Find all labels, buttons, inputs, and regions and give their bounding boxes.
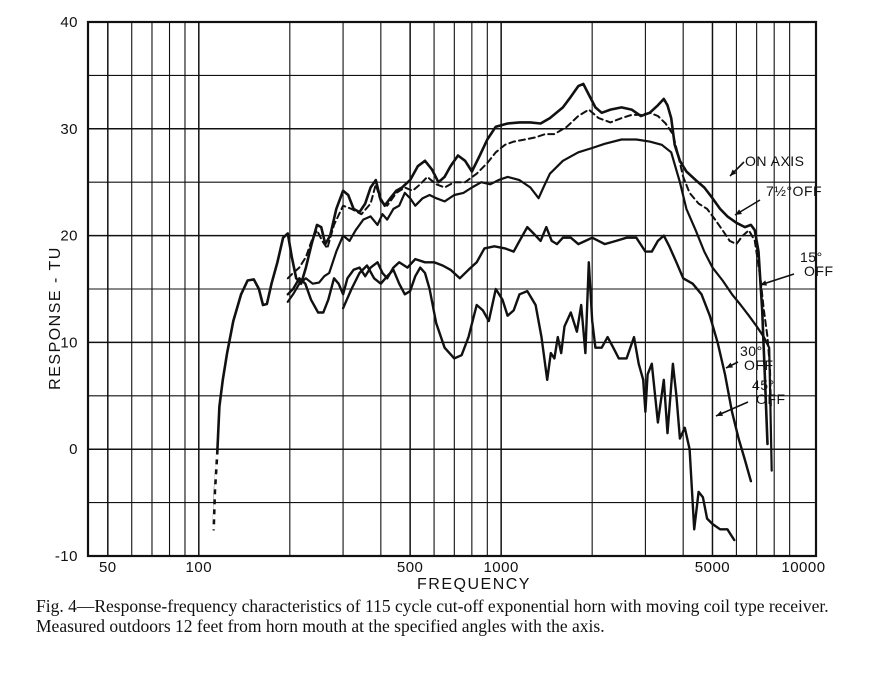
annotation-arrowhead [730,169,737,176]
y-tick-label: 30 [60,121,78,138]
y-tick-label: 10 [60,334,78,351]
annotation-off-45-line-2: OFF [756,391,786,407]
y-tick-label: 0 [69,441,78,458]
series-line-1 [212,82,769,531]
plot-frame [86,20,818,558]
annotation-off-30-line-2: OFF [744,357,774,373]
series-group [212,82,773,542]
annotation-off-45-line-1: 45° [752,377,775,393]
annotation-arrowhead [735,209,742,215]
figure-caption: Fig. 4—Response-frequency characteristic… [36,596,829,636]
annotation-off-15-line-1: 15° [800,249,823,265]
series-dash-overlay [212,454,219,530]
x-tick-label: 50 [99,559,117,576]
x-tick-label: 1000 [483,559,518,576]
y-tick-label: -10 [55,548,78,565]
x-tick-label: 100 [186,559,213,576]
annotation-off-15-line-2: OFF [804,263,834,279]
x-tick-label: 500 [397,559,424,576]
series-line-4 [286,225,753,483]
x-tick-label: 10000 [781,559,825,576]
annotation-arrowhead [760,280,767,286]
series-line-3 [286,138,773,472]
annotation-off-30-line-1: 30° [740,343,763,359]
x-axis-title: FREQUENCY [417,576,531,593]
grid [88,22,816,556]
y-tick-labels: -10 0 10 20 30 40 [55,14,78,565]
response-frequency-chart: -10 0 10 20 30 40 50 100 500 1000 5000 10000 FREQU… [47,14,834,593]
annotation-arrowhead [716,410,723,416]
y-axis-title: RESPONSE - TU [47,246,64,390]
x-tick-labels: 50 100 500 1000 5000 10000 [99,559,825,576]
y-tick-label: 40 [60,14,78,31]
y-tick-label: 20 [60,228,78,245]
series-line-2 [286,108,772,408]
series-line-5 [341,261,736,542]
annotation-on-axis-line-1: ON AXIS [745,153,805,169]
annotation-off-7-5-line-1: 7½°OFF [766,183,822,199]
annotation-arrowhead [726,362,733,368]
x-tick-label: 5000 [695,559,730,576]
